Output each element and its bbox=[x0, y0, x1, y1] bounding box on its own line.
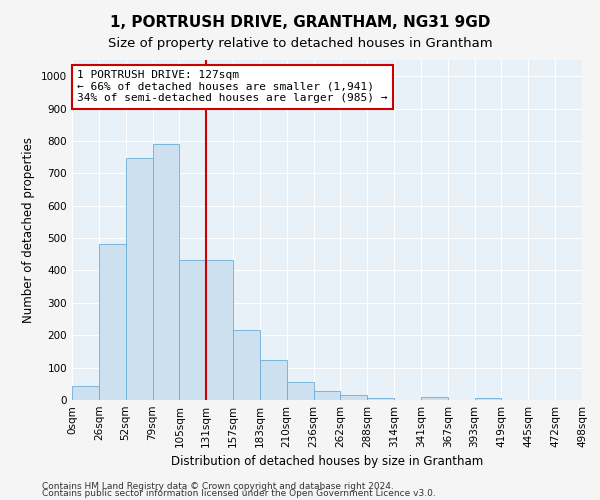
Bar bbox=[206, 260, 233, 400]
Text: Contains HM Land Registry data © Crown copyright and database right 2024.: Contains HM Land Registry data © Crown c… bbox=[42, 482, 394, 491]
Bar bbox=[287, 382, 314, 400]
Bar bbox=[125, 158, 152, 400]
Bar bbox=[421, 398, 448, 400]
X-axis label: Distribution of detached houses by size in Grantham: Distribution of detached houses by size … bbox=[171, 456, 483, 468]
Bar bbox=[367, 398, 394, 400]
Bar bbox=[233, 330, 260, 400]
Bar bbox=[99, 244, 125, 400]
Bar bbox=[72, 386, 99, 400]
Y-axis label: Number of detached properties: Number of detached properties bbox=[22, 137, 35, 323]
Bar bbox=[260, 360, 287, 400]
Bar bbox=[475, 398, 502, 400]
Bar bbox=[152, 144, 179, 400]
Text: 1 PORTRUSH DRIVE: 127sqm
← 66% of detached houses are smaller (1,941)
34% of sem: 1 PORTRUSH DRIVE: 127sqm ← 66% of detach… bbox=[77, 70, 388, 103]
Bar bbox=[340, 396, 367, 400]
Bar bbox=[179, 260, 206, 400]
Text: Contains public sector information licensed under the Open Government Licence v3: Contains public sector information licen… bbox=[42, 489, 436, 498]
Bar bbox=[314, 391, 340, 400]
Text: Size of property relative to detached houses in Grantham: Size of property relative to detached ho… bbox=[107, 38, 493, 51]
Text: 1, PORTRUSH DRIVE, GRANTHAM, NG31 9GD: 1, PORTRUSH DRIVE, GRANTHAM, NG31 9GD bbox=[110, 15, 490, 30]
